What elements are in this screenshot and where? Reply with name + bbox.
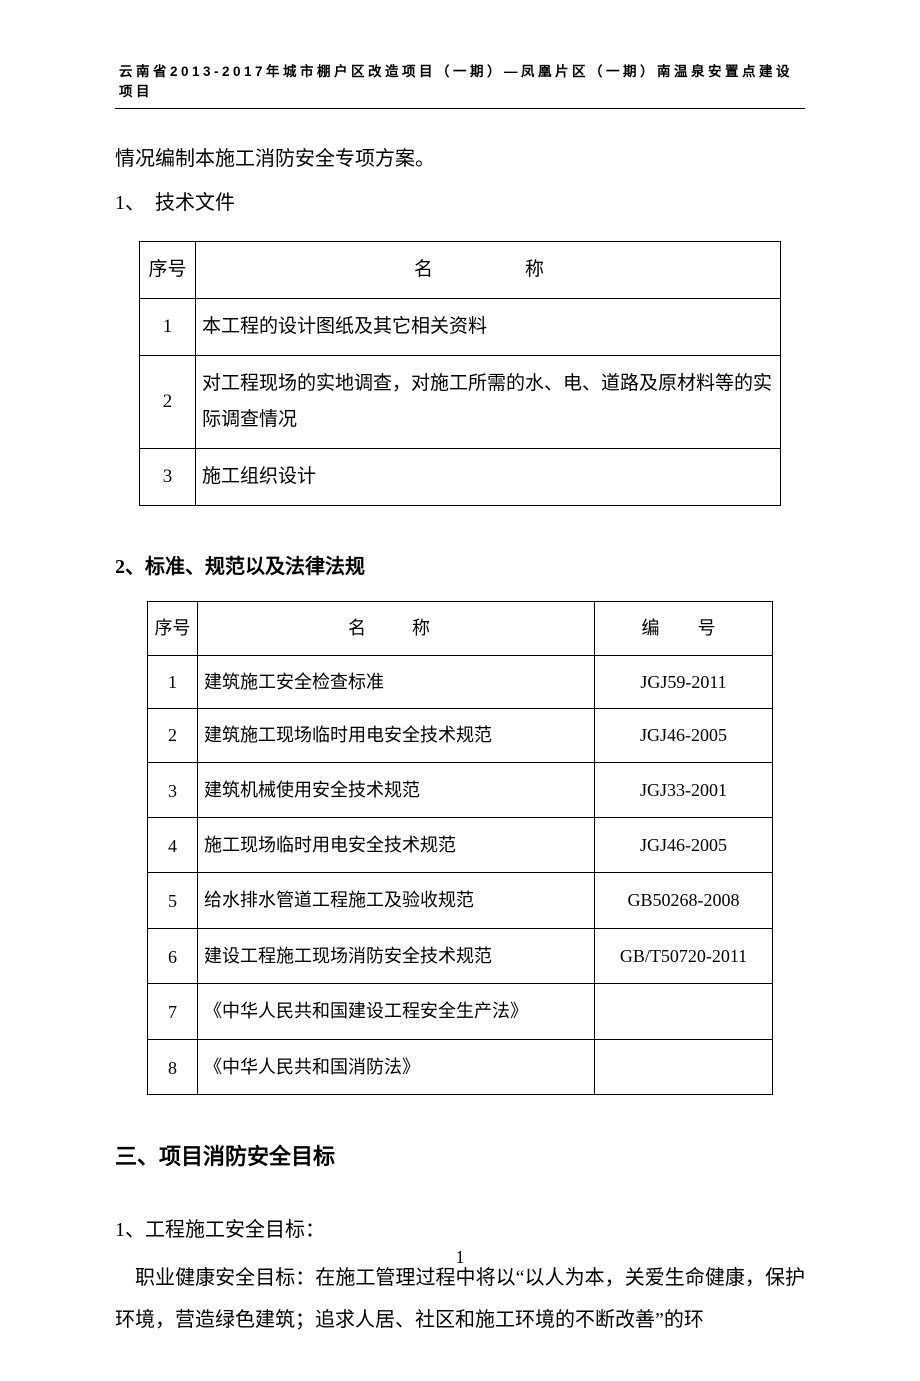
section-3-paragraph: 职业健康安全目标：在施工管理过程中将以“以人为本，关爱生命健康，保护环境，营造绿… (115, 1257, 805, 1341)
page-number: 1 (0, 1247, 920, 1268)
table-2-container: 序号 名 称 编 号 1 建筑施工安全检查标准 JGJ59-2011 2 建筑施… (115, 601, 805, 1095)
cell-seq: 4 (148, 818, 198, 873)
table-row: 2 建筑施工现场临时用电安全技术规范 JGJ46-2005 (148, 709, 773, 762)
cell-name: 施工现场临时用电安全技术规范 (198, 818, 595, 873)
standards-table: 序号 名 称 编 号 1 建筑施工安全检查标准 JGJ59-2011 2 建筑施… (147, 601, 773, 1095)
col-header-code: 编 号 (595, 602, 773, 655)
table-row: 2 对工程现场的实地调查，对施工所需的水、电、道路及原材料等的实际调查情况 (140, 356, 781, 449)
col-header-seq: 序号 (148, 602, 198, 655)
table-row: 3 施工组织设计 (140, 449, 781, 506)
table-header-row: 序号 名 称 编 号 (148, 602, 773, 655)
technical-documents-table: 序号 名 称 1 本工程的设计图纸及其它相关资料 2 对工程现场的实地调查，对施… (139, 241, 781, 506)
cell-seq: 2 (140, 356, 196, 449)
cell-seq: 6 (148, 928, 198, 983)
cell-code (595, 984, 773, 1039)
table-row: 6 建设工程施工现场消防安全技术规范 GB/T50720-2011 (148, 928, 773, 983)
table-row: 4 施工现场临时用电安全技术规范 JGJ46-2005 (148, 818, 773, 873)
cell-code: JGJ59-2011 (595, 655, 773, 708)
cell-name: 施工组织设计 (196, 449, 781, 506)
cell-code: GB/T50720-2011 (595, 928, 773, 983)
table-row: 1 本工程的设计图纸及其它相关资料 (140, 299, 781, 356)
cell-code: JGJ46-2005 (595, 818, 773, 873)
cell-name: 建筑机械使用安全技术规范 (198, 762, 595, 817)
table-1-container: 序号 名 称 1 本工程的设计图纸及其它相关资料 2 对工程现场的实地调查，对施… (115, 241, 805, 506)
cell-name: 本工程的设计图纸及其它相关资料 (196, 299, 781, 356)
section-3-item-1: 1、工程施工安全目标： (115, 1209, 805, 1251)
cell-name: 建筑施工安全检查标准 (198, 655, 595, 708)
page-container: 云南省2013-2017年城市棚户区改造项目（一期）—凤凰片区（一期）南温泉安置… (0, 0, 920, 1381)
table-row: 7 《中华人民共和国建设工程安全生产法》 (148, 984, 773, 1039)
cell-code: JGJ33-2001 (595, 762, 773, 817)
cell-name: 给水排水管道工程施工及验收规范 (198, 873, 595, 928)
table-row: 1 建筑施工安全检查标准 JGJ59-2011 (148, 655, 773, 708)
col-header-name: 名 称 (196, 242, 781, 299)
table-row: 8 《中华人民共和国消防法》 (148, 1039, 773, 1094)
cell-seq: 7 (148, 984, 198, 1039)
cell-seq: 2 (148, 709, 198, 762)
cell-seq: 1 (140, 299, 196, 356)
cell-code: JGJ46-2005 (595, 709, 773, 762)
cell-seq: 8 (148, 1039, 198, 1094)
cell-seq: 3 (148, 762, 198, 817)
cell-name: 建设工程施工现场消防安全技术规范 (198, 928, 595, 983)
cell-code (595, 1039, 773, 1094)
col-header-name: 名 称 (198, 602, 595, 655)
header-divider (115, 108, 805, 109)
col-header-seq: 序号 (140, 242, 196, 299)
cell-seq: 5 (148, 873, 198, 928)
page-header-title: 云南省2013-2017年城市棚户区改造项目（一期）—凤凰片区（一期）南温泉安置… (115, 60, 805, 100)
cell-seq: 1 (148, 655, 198, 708)
cell-name: 《中华人民共和国建设工程安全生产法》 (198, 984, 595, 1039)
cell-code: GB50268-2008 (595, 873, 773, 928)
cell-name: 对工程现场的实地调查，对施工所需的水、电、道路及原材料等的实际调查情况 (196, 356, 781, 449)
cell-seq: 3 (140, 449, 196, 506)
table-header-row: 序号 名 称 (140, 242, 781, 299)
table-row: 5 给水排水管道工程施工及验收规范 GB50268-2008 (148, 873, 773, 928)
section-3-heading: 三、项目消防安全目标 (115, 1139, 805, 1171)
cell-name: 《中华人民共和国消防法》 (198, 1039, 595, 1094)
section-2-label: 2、标准、规范以及法律法规 (115, 550, 805, 579)
cell-name: 建筑施工现场临时用电安全技术规范 (198, 709, 595, 762)
intro-paragraph: 情况编制本施工消防安全专项方案。 (115, 139, 805, 179)
table-row: 3 建筑机械使用安全技术规范 JGJ33-2001 (148, 762, 773, 817)
section-1-label: 1、 技术文件 (115, 183, 805, 223)
